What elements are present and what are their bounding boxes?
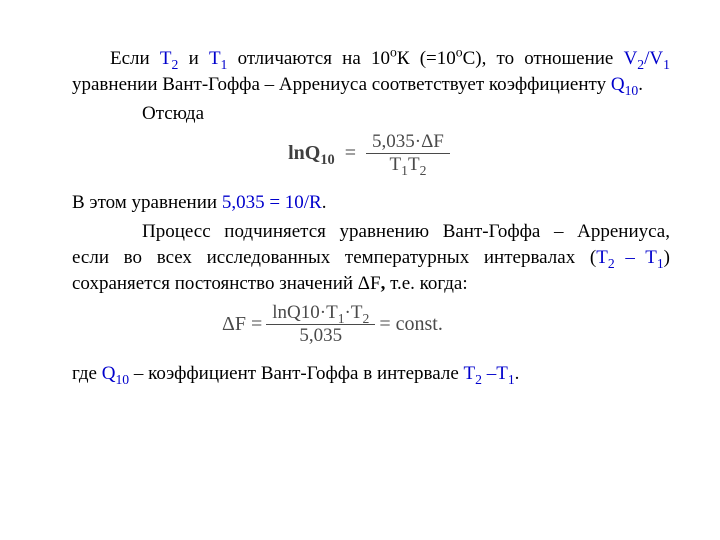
eq1-fraction: 5,035·ΔF T1T2 [366,131,450,176]
p1-cclose: С), то отношение [463,48,624,69]
p5-q10: Q10 [102,363,129,384]
eq2-fraction: lnQ10·T1·T2 5,035 [266,302,375,347]
eq2-numerator: lnQ10·T1·T2 [266,302,375,324]
p1-k: К (=10 [397,48,456,69]
p5-dot: . [515,363,520,384]
p1-and: и [178,48,209,69]
eq2-lhs: ΔF = [222,311,262,338]
symbol-t1: T1 [209,48,227,69]
symbol-t2: T2 [160,48,178,69]
symbol-v1: V1 [649,48,670,69]
p4-tail: т.е. когда: [385,273,467,294]
equation-delta-f: ΔF = lnQ10·T1·T2 5,035 = const. [72,302,670,347]
symbol-v2: V2 [624,48,645,69]
eq2-denominator: 5,035 [293,325,348,347]
p1-dot: . [638,74,643,95]
paragraph-2: Отсюда [72,101,670,127]
paragraph-1: Если T2 и T1 отличаются на 10оК (=10оС),… [72,46,670,97]
eq1-denominator: T1T2 [384,154,433,176]
p3-a: В этом уравнении [72,192,222,213]
p5-t1: T1 [496,363,514,384]
paragraph-4: Процесс подчиняется уравнению Вант-Гоффа… [72,219,670,296]
p1-line2a: уравнении Вант-Гоффа – Аррениуса соответ… [72,74,611,95]
eq1-eq: = [345,140,356,167]
eq1-lhs: lnQ10 [288,140,335,167]
page: Если T2 и T1 отличаются на 10оК (=10оС),… [0,0,720,421]
deg-sup-1: о [390,45,397,60]
p4-body: Процесс подчиняется уравнению Вант-Гоффа… [72,221,670,268]
p4-dash: – [615,247,646,268]
p4-t2: T2 [596,247,614,268]
eq2-rhs: = const. [379,311,443,338]
symbol-q10: Q10 [611,74,638,95]
p3-c: . [322,192,327,213]
deg-sup-2: о [456,45,463,60]
p3-eq-blue: 5,035 = 10/R [222,192,322,213]
p5-dash: – [482,363,496,384]
p1-lead: Если [110,48,160,69]
equation-lnq10: lnQ10 = 5,035·ΔF T1T2 [72,131,670,176]
p5-t2: T2 [464,363,482,384]
p1-mid1: отличаются на 10 [227,48,390,69]
paragraph-5: где Q10 – коэффициент Вант-Гоффа в интер… [72,361,670,387]
p5-a: где [72,363,102,384]
eq1-numerator: 5,035·ΔF [366,131,450,153]
p4-t1: T1 [645,247,663,268]
p2-text: Отсюда [142,103,204,124]
paragraph-3: В этом уравнении 5,035 = 10/R. [72,190,670,216]
p5-b: – коэффициент Вант-Гоффа в интервале [129,363,463,384]
